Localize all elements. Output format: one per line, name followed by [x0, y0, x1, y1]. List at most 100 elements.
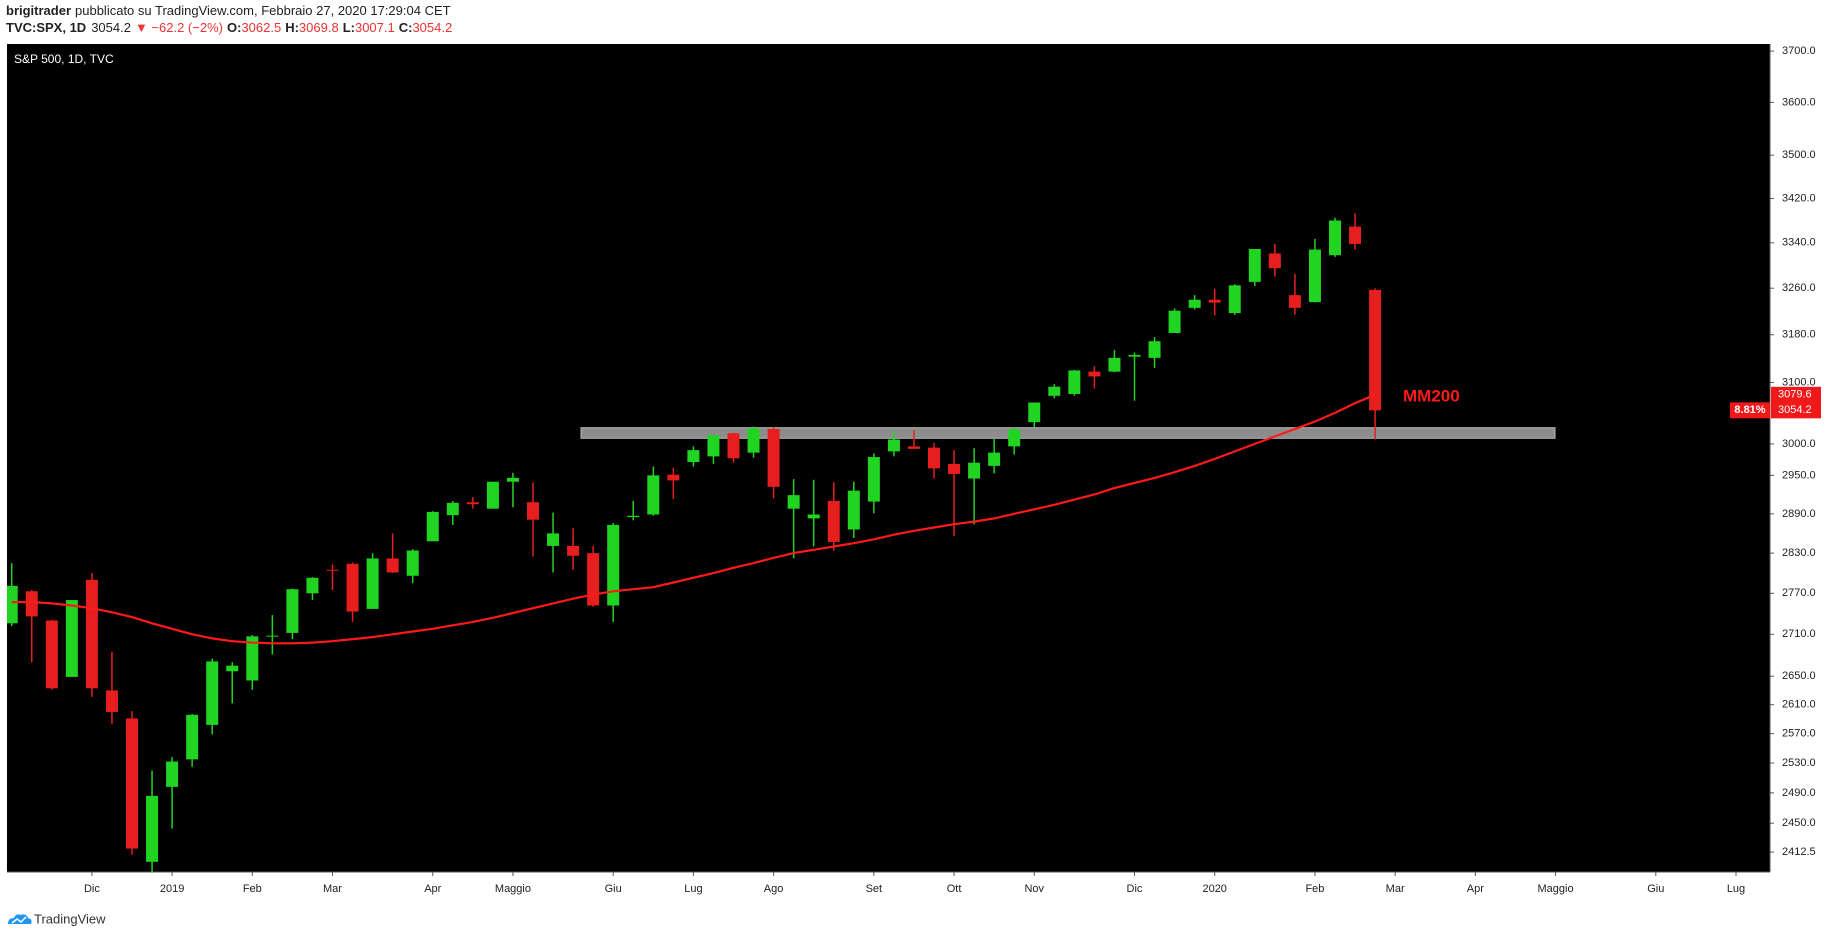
y-tick-label: 3260.0 — [1782, 282, 1816, 294]
published: pubblicato su TradingView.com, Febbraio … — [75, 3, 451, 18]
symbol: TVC:SPX, 1D — [6, 20, 86, 35]
candle-body — [1068, 370, 1081, 394]
candle-body — [1268, 253, 1281, 269]
x-tick-label: Ott — [947, 883, 962, 895]
x-tick-label: Maggio — [495, 883, 531, 895]
candle-body — [667, 474, 680, 481]
candle-body — [286, 589, 299, 633]
candle-body — [1148, 341, 1161, 358]
candle-body — [587, 553, 600, 606]
candle-body — [547, 533, 560, 546]
candle-body — [1128, 354, 1141, 357]
x-tick-label: Apr — [424, 883, 441, 895]
ma-line — [11, 393, 1376, 645]
candle-body — [446, 502, 459, 516]
y-tick-label: 2770.0 — [1782, 587, 1816, 599]
y-tick-label: 2610.0 — [1782, 699, 1816, 711]
candle-body — [226, 665, 239, 672]
candle-body — [887, 439, 900, 452]
y-tick-label: 2412.5 — [1782, 846, 1816, 858]
x-tick-label: Lug — [684, 883, 702, 895]
candle-body — [486, 481, 499, 509]
price-tag — [1771, 402, 1821, 419]
candle-body — [1048, 386, 1061, 396]
candle-body — [1308, 249, 1321, 303]
price-tag-label: 3079.6 — [1778, 389, 1812, 401]
candle-body — [1188, 299, 1201, 308]
candle-body — [25, 591, 38, 617]
x-tick-label: Lug — [1727, 883, 1745, 895]
candle-body — [1288, 295, 1301, 308]
y-tick-label: 3700.0 — [1782, 45, 1816, 57]
ohlc-label: O: — [227, 20, 241, 35]
x-tick-label: Set — [866, 883, 883, 895]
distance-label: 8.81% — [1734, 404, 1765, 416]
candle-body — [627, 515, 640, 518]
header-quote: TVC:SPX, 1D 3054.2 ▼ −62.2 (−2%) O:3062.5 H:… — [6, 20, 452, 35]
x-tick-label: Giu — [1647, 883, 1664, 895]
candle-body — [306, 577, 319, 594]
x-tick-label: Mar — [1386, 883, 1405, 895]
candle-body — [346, 563, 359, 612]
candle-body — [466, 502, 479, 505]
candle-body — [1248, 248, 1261, 282]
ohlc-value: 3069.8 — [299, 20, 339, 35]
ohlc-value: 3062.5 — [241, 20, 281, 35]
zone — [580, 427, 1556, 439]
y-tick-label: 3100.0 — [1782, 376, 1816, 388]
candle-body — [266, 635, 279, 637]
candle-body — [426, 511, 439, 542]
y-tick-label: 3180.0 — [1782, 329, 1816, 341]
candle-body — [246, 636, 259, 681]
candle-body — [65, 600, 78, 677]
y-tick-label: 2890.0 — [1782, 508, 1816, 520]
candle-body — [1008, 429, 1021, 447]
candle-body — [1349, 226, 1362, 244]
y-tick-label: 3500.0 — [1782, 149, 1816, 161]
x-tick-label: Mar — [323, 883, 342, 895]
candle-body — [847, 490, 860, 530]
last-price: 3054.2 — [91, 20, 131, 35]
candle-body — [687, 450, 700, 463]
candle-body — [506, 477, 519, 482]
candle-body — [166, 761, 179, 787]
chart-title: S&P 500, 1D, TVC — [14, 52, 114, 66]
y-tick-label: 3600.0 — [1782, 96, 1816, 108]
price-tag — [1771, 386, 1821, 403]
change: ▼ −62.2 (−2%) — [135, 20, 223, 35]
candle-body — [527, 502, 539, 520]
x-tick-label: Nov — [1024, 883, 1044, 895]
ma-annotation: MM200 — [1403, 386, 1460, 405]
candle-body — [787, 495, 800, 509]
author: brigitrader — [6, 3, 71, 18]
candle-body — [366, 558, 379, 609]
candle-body — [1329, 220, 1341, 256]
candle-body — [206, 661, 219, 725]
candle-body — [727, 433, 740, 459]
candle-body — [85, 579, 98, 689]
candle-body — [707, 435, 720, 457]
candle-body — [1108, 357, 1121, 372]
candle-body — [647, 475, 660, 515]
candle-body — [948, 463, 961, 475]
candle-body — [105, 690, 118, 712]
candle-body — [747, 428, 760, 453]
ohlc-value: 3007.1 — [355, 20, 395, 35]
x-tick-label: Maggio — [1538, 883, 1574, 895]
x-tick-label: Dic — [84, 883, 100, 895]
candle-body — [767, 428, 780, 487]
candle-body — [126, 718, 138, 849]
candle-body — [1168, 310, 1181, 333]
plot-area — [7, 44, 1770, 872]
header-line: brigitrader pubblicato su TradingView.com… — [6, 3, 451, 18]
candle-body — [1228, 285, 1241, 314]
candle-body — [186, 714, 199, 760]
x-tick-label: Apr — [1467, 883, 1484, 895]
candle-body — [968, 462, 981, 479]
y-tick-label: 2650.0 — [1782, 670, 1816, 682]
candle-body — [406, 550, 419, 576]
x-tick-label: Giu — [605, 883, 622, 895]
candle-body — [928, 447, 940, 469]
x-tick-label: Dic — [1127, 883, 1143, 895]
